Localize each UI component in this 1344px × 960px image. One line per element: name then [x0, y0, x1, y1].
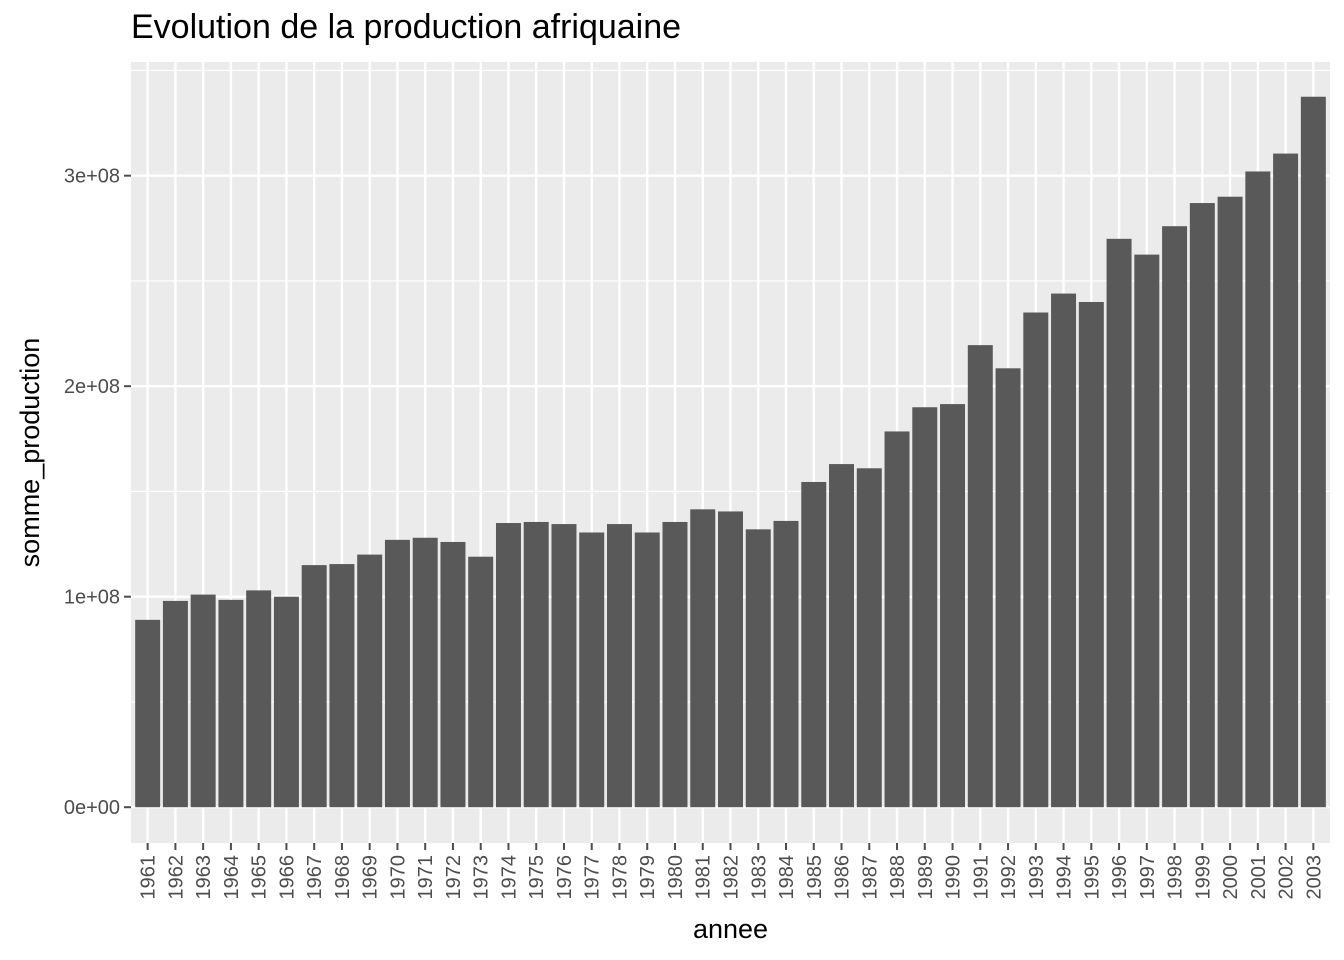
bar-1991 [967, 345, 993, 808]
x-tick-label: 1964 [221, 855, 243, 900]
x-tick-label: 1992 [998, 855, 1020, 900]
bar-1990 [940, 404, 966, 808]
x-tick-label: 1976 [554, 855, 576, 900]
x-tick-label: 1962 [165, 855, 187, 900]
bar-2003 [1300, 96, 1326, 808]
bar-1998 [1162, 226, 1188, 808]
bar-1986 [829, 464, 855, 808]
bar-1976 [551, 524, 577, 808]
x-tick-label: 1983 [748, 855, 770, 900]
bar-1988 [884, 431, 910, 808]
bar-2000 [1217, 196, 1243, 808]
y-axis-title: somme_production [15, 338, 45, 568]
bar-1995 [1078, 301, 1104, 808]
x-axis-title: annee [693, 914, 768, 944]
bar-1979 [634, 532, 660, 808]
x-tick-label: 1990 [943, 855, 965, 900]
x-tick-label: 1993 [1026, 855, 1048, 900]
bar-1997 [1134, 254, 1160, 808]
y-tick-label: 2e+08 [64, 376, 120, 398]
bar-1965 [246, 590, 272, 808]
x-tick-label: 1996 [1109, 855, 1131, 900]
x-tick-label: 1995 [1081, 855, 1103, 900]
bar-1974 [495, 523, 521, 808]
x-tick-label: 1968 [332, 855, 354, 900]
bar-1963 [190, 594, 216, 808]
x-tick-label: 1988 [887, 855, 909, 900]
x-tick-label: 2003 [1303, 855, 1325, 900]
x-tick-label: 1986 [832, 855, 854, 900]
bar-1992 [995, 368, 1021, 808]
x-tick-label: 1984 [776, 855, 798, 900]
x-tick-label: 1997 [1137, 855, 1159, 900]
x-tick-label: 1966 [276, 855, 298, 900]
x-tick-label: 1969 [360, 855, 382, 900]
bar-2002 [1273, 153, 1299, 808]
x-tick-label: 1971 [415, 855, 437, 900]
x-tick-label: 2002 [1276, 855, 1298, 900]
x-tick-label: 1977 [582, 855, 604, 900]
x-tick-label: 1989 [915, 855, 937, 900]
y-tick-label: 0e+00 [64, 797, 120, 819]
bar-1966 [273, 596, 299, 808]
x-tick-label: 1998 [1165, 855, 1187, 900]
bar-2001 [1245, 171, 1271, 808]
bar-1994 [1051, 293, 1077, 808]
bar-1978 [606, 524, 632, 808]
x-tick-label: 1963 [193, 855, 215, 900]
bar-1985 [801, 481, 827, 808]
bar-1975 [523, 521, 549, 808]
x-tick-label: 1978 [609, 855, 631, 900]
x-tick-label: 1974 [498, 855, 520, 900]
y-tick-label: 3e+08 [64, 166, 120, 188]
x-tick-label: 1991 [970, 855, 992, 900]
y-axis: 0e+00 1e+08 2e+08 3e+08 [64, 166, 131, 819]
bar-1969 [357, 554, 383, 808]
x-tick-label: 1972 [443, 855, 465, 900]
x-axis: 1961 1962 1963 1964 1965 1966 1967 1968 1969 1970… [138, 843, 1325, 900]
x-tick-label: 2001 [1248, 855, 1270, 900]
x-tick-label: 1967 [304, 855, 326, 900]
x-tick-label: 1987 [859, 855, 881, 900]
x-tick-label: 1980 [665, 855, 687, 900]
bar-1983 [745, 529, 771, 808]
bar-1973 [468, 556, 494, 808]
bar-1984 [773, 520, 799, 808]
bar-1982 [718, 511, 743, 808]
x-tick-label: 1965 [249, 855, 271, 900]
bar-1987 [856, 468, 882, 808]
bar-1967 [301, 565, 327, 808]
x-tick-label: 1961 [138, 855, 160, 900]
y-tick-label: 1e+08 [64, 587, 120, 609]
bar-1961 [135, 619, 161, 808]
x-tick-label: 1970 [387, 855, 409, 900]
bar-1996 [1106, 238, 1132, 808]
chart-title: Evolution de la production afriquaine [131, 8, 682, 46]
bar-1980 [662, 521, 688, 808]
bar-1993 [1023, 312, 1049, 808]
bar-1989 [912, 407, 938, 808]
x-tick-label: 1981 [693, 855, 715, 900]
bar-1968 [329, 564, 355, 808]
bar-1972 [440, 541, 466, 808]
x-tick-label: 1975 [526, 855, 548, 900]
bars [135, 96, 1326, 808]
x-tick-label: 1985 [804, 855, 826, 900]
x-tick-label: 2000 [1220, 855, 1242, 900]
x-tick-label: 1999 [1192, 855, 1214, 900]
bar-1977 [579, 532, 605, 808]
x-tick-label: 1982 [721, 855, 743, 900]
bar-1970 [384, 539, 410, 808]
bar-1999 [1189, 203, 1215, 808]
bar-1971 [412, 537, 438, 808]
x-tick-label: 1994 [1054, 855, 1076, 900]
bar-1962 [162, 600, 188, 808]
bar-1981 [690, 509, 716, 808]
x-tick-label: 1973 [471, 855, 493, 900]
x-tick-label: 1979 [637, 855, 659, 900]
bar-1964 [218, 599, 244, 808]
